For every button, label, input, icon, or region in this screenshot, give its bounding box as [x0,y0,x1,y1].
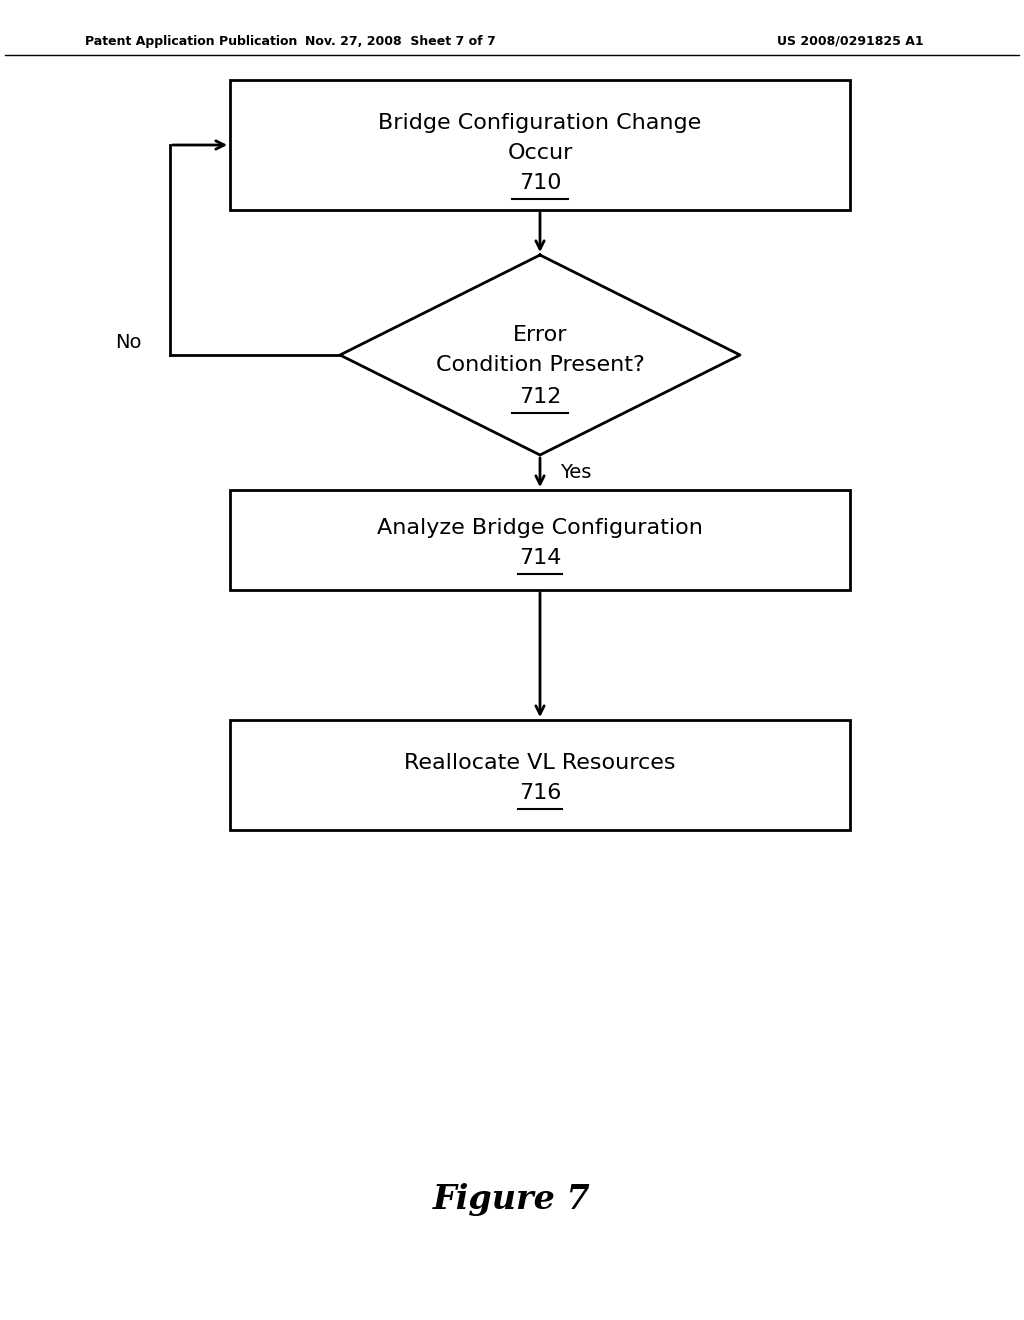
Text: 710: 710 [519,173,561,193]
Text: No: No [115,334,141,352]
Text: Condition Present?: Condition Present? [435,355,644,375]
Bar [230,490,850,590]
Text: Yes: Yes [560,463,592,483]
Text: Error: Error [513,325,567,345]
Text: Nov. 27, 2008  Sheet 7 of 7: Nov. 27, 2008 Sheet 7 of 7 [304,36,496,48]
Text: Patent Application Publication: Patent Application Publication [85,36,297,48]
Text: Figure 7: Figure 7 [433,1184,591,1217]
Text: Analyze Bridge Configuration: Analyze Bridge Configuration [377,517,702,539]
Text: Reallocate VL Resources: Reallocate VL Resources [404,752,676,774]
Text: US 2008/0291825 A1: US 2008/0291825 A1 [776,36,924,48]
Bar [230,81,850,210]
Text: 712: 712 [519,387,561,407]
Text: Occur: Occur [507,143,572,162]
Text: 714: 714 [519,548,561,568]
Text: Bridge Configuration Change: Bridge Configuration Change [379,114,701,133]
Text: 716: 716 [519,783,561,803]
Polygon shape [340,255,740,455]
Bar [230,719,850,830]
